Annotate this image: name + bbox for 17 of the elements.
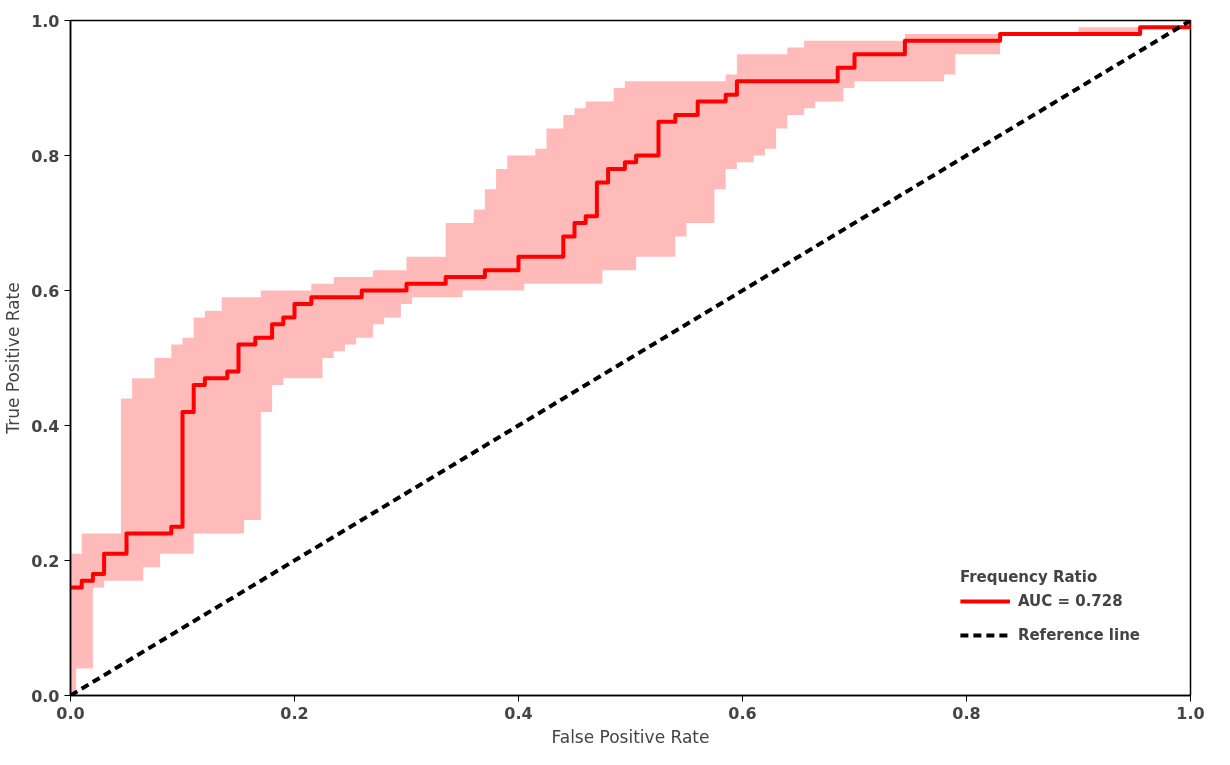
y-tick-label: 0.2: [31, 551, 60, 571]
y-tick-label: 0.4: [31, 416, 60, 436]
y-axis-title: True Positive Rate: [3, 282, 24, 435]
x-tick-label: 0.2: [280, 703, 309, 723]
y-tick-label: 0.6: [31, 281, 60, 301]
legend-label: AUC = 0.728: [1017, 592, 1123, 610]
x-tick-label: 0.8: [952, 703, 981, 723]
y-tick-label: 0.8: [31, 146, 60, 166]
x-axis-title: False Positive Rate: [551, 726, 710, 747]
x-tick-label: 1.0: [1176, 703, 1205, 723]
x-tick-label: 0.4: [504, 703, 533, 723]
y-tick-label: 1.0: [31, 11, 60, 31]
legend-title: Frequency Ratio: [959, 568, 1099, 586]
x-tick-label: 0.0: [56, 703, 85, 723]
x-tick-label: 0.6: [728, 703, 757, 723]
legend-label: Reference line: [1017, 626, 1140, 644]
y-tick-label: 0.0: [31, 686, 60, 706]
